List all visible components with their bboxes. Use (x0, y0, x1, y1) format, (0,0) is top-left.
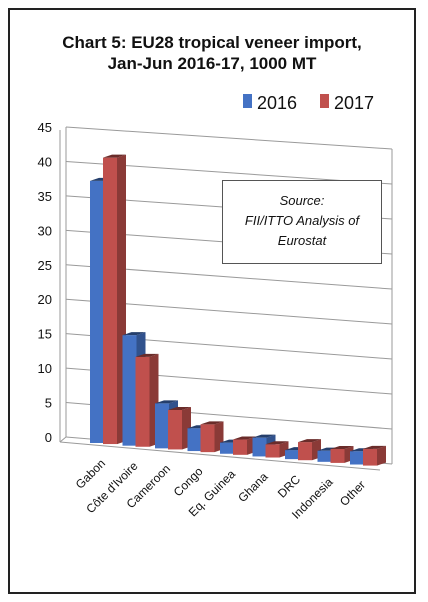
bar-2017-7 (330, 445, 354, 463)
floor-left-edge (59, 436, 67, 443)
bar-2017-6-top (298, 439, 321, 443)
y-tick-label: 25 (38, 258, 52, 273)
bar-2017-8-top (363, 445, 386, 449)
bar-2017-0-top (103, 154, 126, 158)
source-line-2: FII/ITTO Analysis of (244, 213, 360, 228)
bar-2017-1-top (135, 353, 159, 357)
y-tick-label: 45 (38, 120, 52, 135)
category-label: Other (337, 478, 368, 509)
bar-2017-2-front (168, 409, 182, 450)
bar-2017-7-front (330, 448, 345, 463)
bar-2016-5-front (252, 437, 267, 457)
legend-2016: 2016 (243, 93, 297, 113)
bar-2017-5 (265, 441, 289, 458)
y-tick-label: 20 (38, 292, 52, 307)
bar-2017-5-front (265, 444, 280, 458)
bar-2016-7-front (317, 450, 332, 462)
source-line-3: Eurostat (277, 233, 327, 248)
bar-2017-4-front (233, 439, 247, 455)
chart-frame: Chart 5: EU28 tropical veneer import, Ja… (8, 8, 416, 594)
y-tick-label: 10 (38, 361, 52, 376)
x-axis-line (59, 441, 381, 471)
legend-2017-swatch (320, 94, 329, 108)
gridline (65, 126, 393, 150)
bar-2017-6-front (298, 442, 312, 461)
bar-2017-7-top (330, 445, 354, 449)
y-tick-label: 30 (38, 223, 52, 238)
source-note: Source: FII/ITTO Analysis of Eurostat (222, 180, 382, 264)
bar-2017-4-top (233, 436, 256, 440)
y-tick-label: 0 (45, 430, 52, 445)
bar-2017-3-top (200, 421, 224, 425)
bar-2017-8-side (377, 445, 386, 466)
bar-2017-1-front (135, 356, 150, 447)
bar-2016-1-top (122, 332, 146, 336)
bars (90, 154, 386, 466)
chart-title-line-1: Chart 5: EU28 tropical veneer import, (62, 33, 362, 52)
chart-title-line-2: Jan-Jun 2016-17, 1000 MT (107, 54, 317, 73)
bar-2016-1-front (122, 335, 137, 446)
legend-2016-label: 2016 (257, 93, 297, 113)
legend: 2016 2017 (243, 93, 374, 113)
bar-2016-8-front (350, 451, 364, 465)
bar-2017-8 (363, 445, 386, 466)
y-tick-label: 40 (38, 154, 52, 169)
bar-2016-3-front (187, 428, 202, 452)
bar-2016-2-front (155, 403, 169, 449)
y-tick-labels: 0 5 10 15 20 25 30 35 40 45 (38, 120, 52, 445)
legend-2016-swatch (243, 94, 252, 108)
axes (59, 127, 393, 471)
bar-2016-4-front (220, 442, 234, 454)
bar-2017-3-front (200, 424, 215, 453)
category-label: Ghana (235, 469, 271, 505)
y-tick-label: 15 (38, 327, 52, 342)
chart-title: Chart 5: EU28 tropical veneer import, Ja… (10, 32, 414, 74)
bar-2016-0-front (90, 180, 104, 443)
legend-2017: 2017 (320, 93, 374, 113)
bar-2017-5-top (265, 441, 289, 445)
source-line-1: Source: (279, 193, 325, 208)
bar-2016-2-top (155, 400, 178, 404)
bar-2016-6-front (285, 450, 299, 460)
y-tick-label: 35 (38, 189, 52, 204)
legend-2017-label: 2017 (334, 93, 374, 113)
bar-2017-2-top (168, 406, 191, 410)
y-tick-label: 5 (45, 396, 52, 411)
bar-2016-5-top (252, 434, 276, 438)
category-label: DRC (275, 472, 304, 501)
bar-2017-8-front (363, 448, 377, 466)
bar-2017-0-front (103, 157, 117, 445)
